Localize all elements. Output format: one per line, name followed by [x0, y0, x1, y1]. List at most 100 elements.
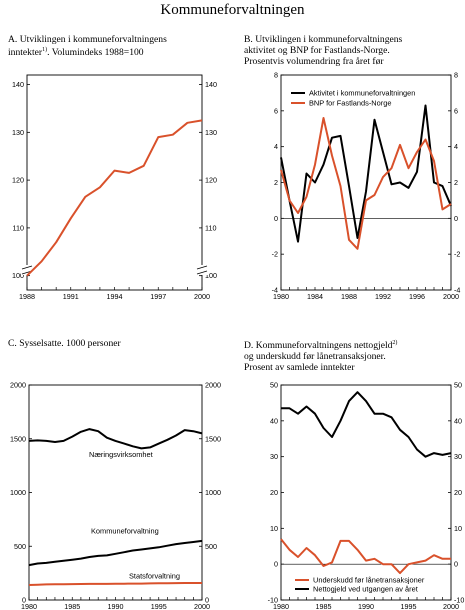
panel-a-series-0-line [26, 119, 203, 277]
panel-b-ytick-label-right: -4 [454, 286, 460, 295]
panel-d-xtick-label: 1990 [358, 602, 374, 610]
panel-d-ytick-label: 0 [274, 560, 278, 569]
panel-b-xtick-label: 1988 [341, 292, 357, 301]
panel-c-ytick-label: 2000 [10, 381, 26, 390]
panel-a-ytick-label: 110 [13, 223, 24, 232]
panel-a-xtick-label: 1994 [107, 292, 123, 301]
panel-d-ytick-label-right: 10 [454, 524, 462, 533]
panel-b-series-bnp-for-fastlands-norge-line [280, 117, 452, 250]
panel-c-ytick-label-right: 500 [205, 542, 217, 551]
panel-c-ytick-label-right: 1000 [205, 488, 221, 497]
panel-b-ytick-label: 2 [274, 178, 278, 187]
panel-d-ytick-label: 30 [270, 452, 278, 461]
panel-a-ytick-label: 120 [12, 176, 24, 185]
panel-d-frame [280, 384, 452, 601]
panel-b-legend-label: BNP for Fastlands-Norge [309, 99, 391, 108]
panel-d-series-nettogjeld-ved-utgangen-av-året-line [281, 391, 452, 458]
panel-a-axis-break-mark [196, 270, 208, 275]
panel-b-xtick-label: 1980 [273, 292, 289, 301]
panel-d-ytick-label-right: 30 [454, 452, 462, 461]
panel-c-title: C. Sysselsatte. 1000 personer [8, 338, 121, 349]
panel-c-ytick-label: 0 [22, 596, 26, 605]
panel-a-axis-break-mark [21, 265, 33, 270]
panel-b-ytick-label: 6 [274, 106, 278, 115]
panel-c-ytick-label: 1500 [10, 434, 26, 443]
panel-d-ytick-label: 50 [270, 381, 278, 390]
panel-d-ytick-label: 20 [270, 488, 278, 497]
panel-a-ytick-label-right: 100 [205, 271, 217, 280]
panel-c-series-næringsvirksomhet-line [28, 428, 203, 450]
panel-c-ytick-label-right: 2000 [205, 381, 221, 390]
panel-d-ytick-label-right: 40 [454, 416, 462, 425]
panel-d-xtick-label: 1995 [401, 602, 417, 610]
panel-d-series-underskudd-før-lånetransaksjoner-line [280, 538, 451, 575]
page-title: Kommuneforvaltningen [160, 2, 305, 18]
panel-a-axis-break-gap [21, 265, 33, 275]
panel-c-ytick-label: 500 [14, 542, 26, 551]
panel-b-title-line-3: Prosentvis volumendring fra året før [244, 56, 384, 67]
panel-d-legend-label: Underskudd før lånetransaksjoner [313, 576, 425, 585]
panel-a-xtick-label: 2000 [194, 292, 210, 301]
panel-d-title-line-1: D. Kommuneforvaltningens nettogjeld [244, 340, 393, 352]
panel-d-ytick-label-right: 20 [454, 488, 462, 497]
panel-b-xtick-label: 1992 [375, 292, 391, 301]
panel-b-ytick-label: 0 [274, 214, 278, 223]
panel-a-ytick-label-right: 130 [205, 128, 217, 137]
panel-a-ytick-label-right: 140 [205, 80, 217, 89]
panel-c-xtick-label: 1990 [108, 602, 124, 610]
panel-a-ytick-label: 130 [12, 128, 24, 137]
panel-c-ytick-label-right: 1500 [205, 434, 221, 443]
panel-b-legend-label: Aktivitet i kommuneforvaltningen [309, 89, 415, 98]
panel-b-ytick-label: 4 [274, 142, 278, 151]
panel-d-ytick-label-right: 0 [454, 560, 458, 569]
panel-a-footnote-mark: 1) [42, 47, 48, 53]
panel-d-footnote-mark: 2) [392, 340, 398, 346]
panel-c-xtick-label: 1995 [151, 602, 167, 610]
panel-d-xtick-label: 1985 [316, 602, 332, 610]
panel-b-xtick-label: 2000 [443, 292, 459, 301]
panel-b-ytick-label-right: 6 [454, 106, 458, 115]
panel-c-ytick-label-right: 0 [205, 596, 209, 605]
panel-c-series-label: Statsforvaltning [129, 572, 180, 581]
panel-c-series-label: Kommuneforvaltning [91, 526, 159, 535]
panel-a-xtick-label: 1991 [63, 292, 79, 301]
panel-a-title-line-1: A. Utviklingen i kommuneforvaltningens [8, 34, 167, 45]
panel-a-ytick-label: 100 [12, 271, 24, 280]
panel-a-xtick-label: 1997 [150, 292, 166, 301]
panel-d-ytick-label: 10 [270, 524, 278, 533]
panel-b-title-line-1: B. Utviklingen i kommuneforvaltningens [244, 34, 403, 45]
panel-c-xtick-label: 1985 [64, 602, 80, 610]
panel-b-ytick-label-right: -2 [454, 250, 460, 259]
panel-b-ytick-label-right: 2 [454, 178, 458, 187]
panel-d-ytick-label-right: 50 [454, 381, 462, 390]
panel-a-ytick-label-right: 110 [205, 223, 216, 232]
panel-a-axis-break-gap [196, 265, 208, 275]
panel-b-ytick-label-right: 8 [454, 71, 458, 80]
panel-b-xtick-label: 1984 [307, 292, 323, 301]
panel-d-xtick-label: 1980 [273, 602, 289, 610]
panel-d-title: D. Kommuneforvaltningens nettogjeld2) og… [244, 338, 397, 373]
panel-a-ytick-label-right: 120 [205, 176, 217, 185]
panel-b-ytick-label-right: 0 [454, 214, 458, 223]
panel-b-ytick-label: -2 [272, 250, 278, 259]
panel-b-series-aktivitet-i-kommuneforvaltningen-line [280, 104, 452, 243]
panel-c-xtick-label: 2000 [194, 602, 210, 610]
panel-c-series-label: Næringsvirksomhet [89, 450, 153, 459]
panel-d-ytick-label-right: -10 [454, 596, 464, 605]
panel-a-ytick-label: 140 [12, 80, 24, 89]
panel-b-ytick-label: -4 [272, 286, 278, 295]
panel-b-xtick-label: 1996 [409, 292, 425, 301]
panel-b-title-line-2: aktivitet og BNP for Fastlands-Norge. [244, 45, 390, 56]
panel-d-legend-label: Nettogjeld ved utgangen av året [313, 585, 418, 594]
panel-d-ytick-label: -10 [268, 596, 278, 605]
panel-a-title: A. Utviklingen i kommuneforvaltningens i… [8, 34, 167, 58]
panel-c-series-statsforvaltning-line [28, 582, 202, 586]
panel-a-xtick-label: 1988 [19, 292, 35, 301]
panel-a-axis-break-mark [196, 265, 208, 270]
panel-b-title: B. Utviklingen i kommuneforvaltningens a… [244, 34, 402, 67]
panel-a-title-line-3: . Volumindeks 1988=100 [47, 47, 144, 59]
panel-c-title-line-1: C. Sysselsatte. 1000 personer [8, 338, 121, 349]
panel-a-title-line-2: inntekter [8, 47, 43, 59]
panel-b-ytick-label: 8 [274, 71, 278, 80]
